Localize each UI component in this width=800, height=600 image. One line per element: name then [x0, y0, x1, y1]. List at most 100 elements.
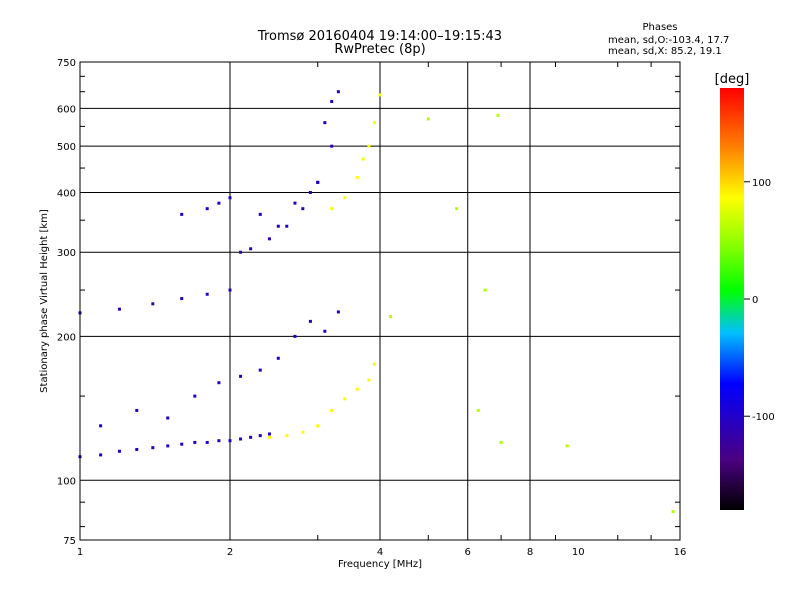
data-point — [378, 93, 382, 97]
plot-frame — [79, 61, 681, 541]
data-point — [293, 201, 297, 205]
data-point — [267, 237, 271, 241]
data-point — [323, 121, 327, 125]
y-tick-label: 500 — [57, 142, 76, 153]
data-point — [476, 408, 480, 412]
data-point — [193, 440, 197, 444]
data-point — [166, 444, 170, 448]
data-point — [205, 207, 209, 211]
data-point — [330, 408, 334, 412]
data-point — [166, 416, 170, 420]
data-point — [285, 434, 289, 438]
data-point — [99, 453, 103, 457]
data-point — [361, 157, 365, 161]
data-point — [308, 319, 312, 323]
data-point — [258, 434, 262, 438]
phase-stats-x: mean, sd,X: 85.2, 19.1 — [608, 46, 722, 57]
chart-title-line2: RwPretec (8p) — [334, 42, 425, 57]
x-tick-label: 10 — [572, 547, 585, 558]
data-point — [301, 430, 305, 434]
y-tick-labels: 75 100 200 300 400 500 600 750 — [57, 58, 680, 547]
data-point — [316, 424, 320, 428]
data-point — [565, 444, 569, 448]
data-point — [267, 435, 271, 439]
data-point — [373, 121, 377, 125]
data-point — [205, 292, 209, 296]
data-point — [671, 510, 675, 514]
data-point — [496, 113, 500, 117]
data-point — [180, 212, 184, 216]
y-tick-label: 600 — [57, 104, 76, 115]
x-tick-label: 1 — [77, 547, 83, 558]
data-point — [217, 439, 221, 443]
data-point — [276, 356, 280, 360]
x-tick-label: 16 — [674, 547, 687, 558]
colorbar-tick-label: 100 — [752, 178, 771, 189]
data-point — [193, 394, 197, 398]
data-point — [99, 424, 103, 428]
grid-lines — [80, 62, 680, 540]
data-point — [228, 196, 232, 200]
phase-header: Phases — [642, 22, 677, 33]
y-axis-label: Stationary phase Virtual Height [km] — [39, 209, 50, 393]
data-point — [117, 449, 121, 453]
data-point — [293, 334, 297, 338]
data-point — [343, 397, 347, 401]
data-point — [267, 432, 271, 436]
data-point — [373, 362, 377, 366]
data-point — [355, 387, 359, 391]
x-axis-label: Frequency [MHz] — [338, 559, 422, 570]
data-point — [343, 196, 347, 200]
data-point — [180, 442, 184, 446]
x-tick-label: 6 — [465, 547, 471, 558]
data-point — [135, 447, 139, 451]
colorbar-label: [deg] — [715, 72, 750, 87]
data-point — [117, 307, 121, 311]
data-point — [455, 207, 459, 211]
x-tick-labels: 1 2 4 6 8 10 16 — [77, 62, 687, 558]
y-tick-label: 400 — [57, 188, 76, 199]
data-point — [301, 207, 305, 211]
data-point — [367, 378, 371, 382]
y-tick-label: 300 — [57, 248, 76, 259]
chart-title-line1: Tromsø 20160404 19:14:00–19:15:43 — [257, 29, 502, 44]
data-point — [249, 247, 253, 251]
data-point — [323, 329, 327, 333]
data-point — [330, 100, 334, 104]
data-point — [276, 224, 280, 228]
y-tick-label: 100 — [57, 476, 76, 487]
data-point — [258, 368, 262, 372]
x-tick-label: 2 — [227, 547, 233, 558]
data-point — [336, 90, 340, 94]
y-tick-label: 200 — [57, 332, 76, 343]
x-tick-label: 4 — [377, 547, 383, 558]
colorbar — [720, 88, 744, 510]
colorbar-tick-label: 0 — [752, 295, 758, 306]
data-point — [389, 315, 393, 319]
data-point — [355, 175, 359, 179]
data-point — [336, 310, 340, 314]
data-point — [249, 435, 253, 439]
data-point — [483, 288, 487, 292]
data-point — [330, 207, 334, 211]
data-point — [308, 190, 312, 194]
data-point — [228, 288, 232, 292]
data-point — [205, 440, 209, 444]
data-point — [151, 302, 155, 306]
data-point — [135, 408, 139, 412]
data-point — [330, 144, 334, 148]
data-point — [239, 250, 243, 254]
data-point — [316, 180, 320, 184]
data-point — [217, 201, 221, 205]
data-point — [239, 437, 243, 441]
data-point — [426, 117, 430, 121]
y-tick-label: 750 — [57, 58, 76, 69]
data-point — [217, 381, 221, 385]
data-points — [78, 90, 675, 514]
data-point — [239, 374, 243, 378]
y-tick-label: 75 — [63, 536, 76, 547]
data-point — [151, 446, 155, 450]
data-point — [285, 224, 289, 228]
data-point — [258, 212, 262, 216]
